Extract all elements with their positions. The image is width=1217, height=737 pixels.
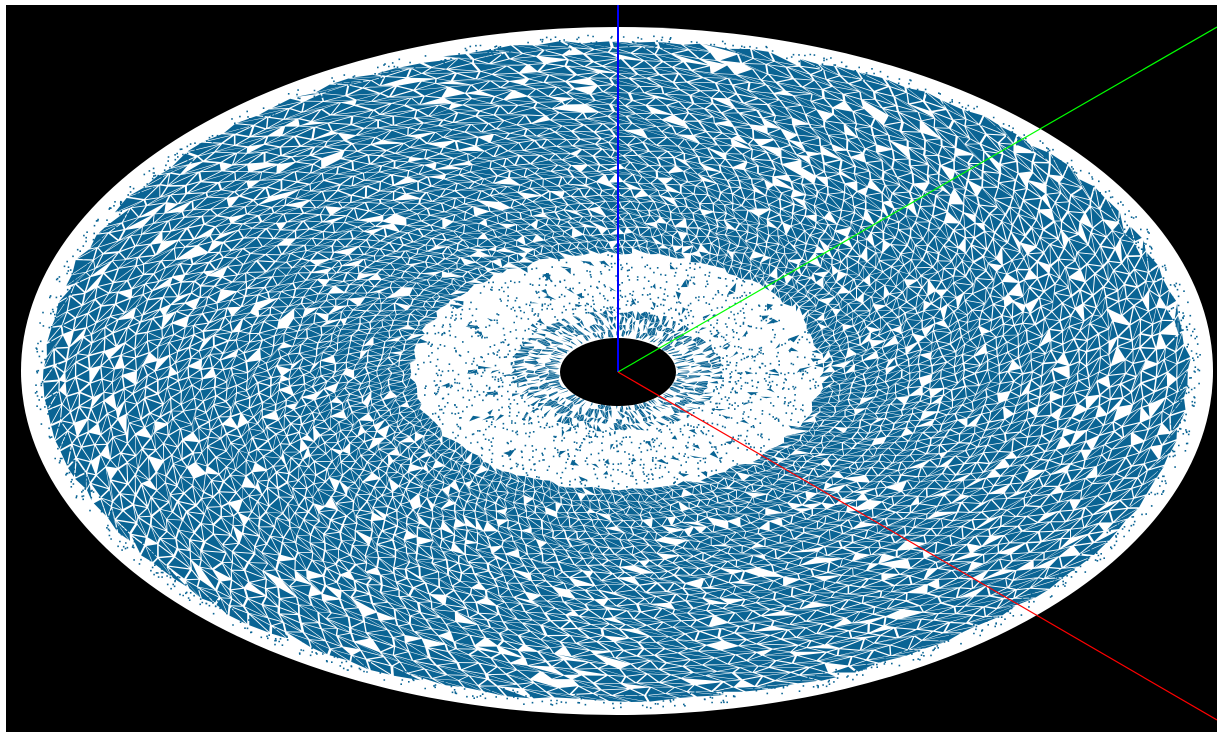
scene-canvas[interactable] <box>6 5 1217 732</box>
x-axis <box>617 371 1217 721</box>
mesh-triangles <box>42 41 1191 702</box>
3d-viewport[interactable] <box>6 5 1217 732</box>
y-axis <box>617 26 1217 373</box>
axes-gizmo <box>617 5 1217 721</box>
mesh-triangle-fills <box>42 41 1191 702</box>
